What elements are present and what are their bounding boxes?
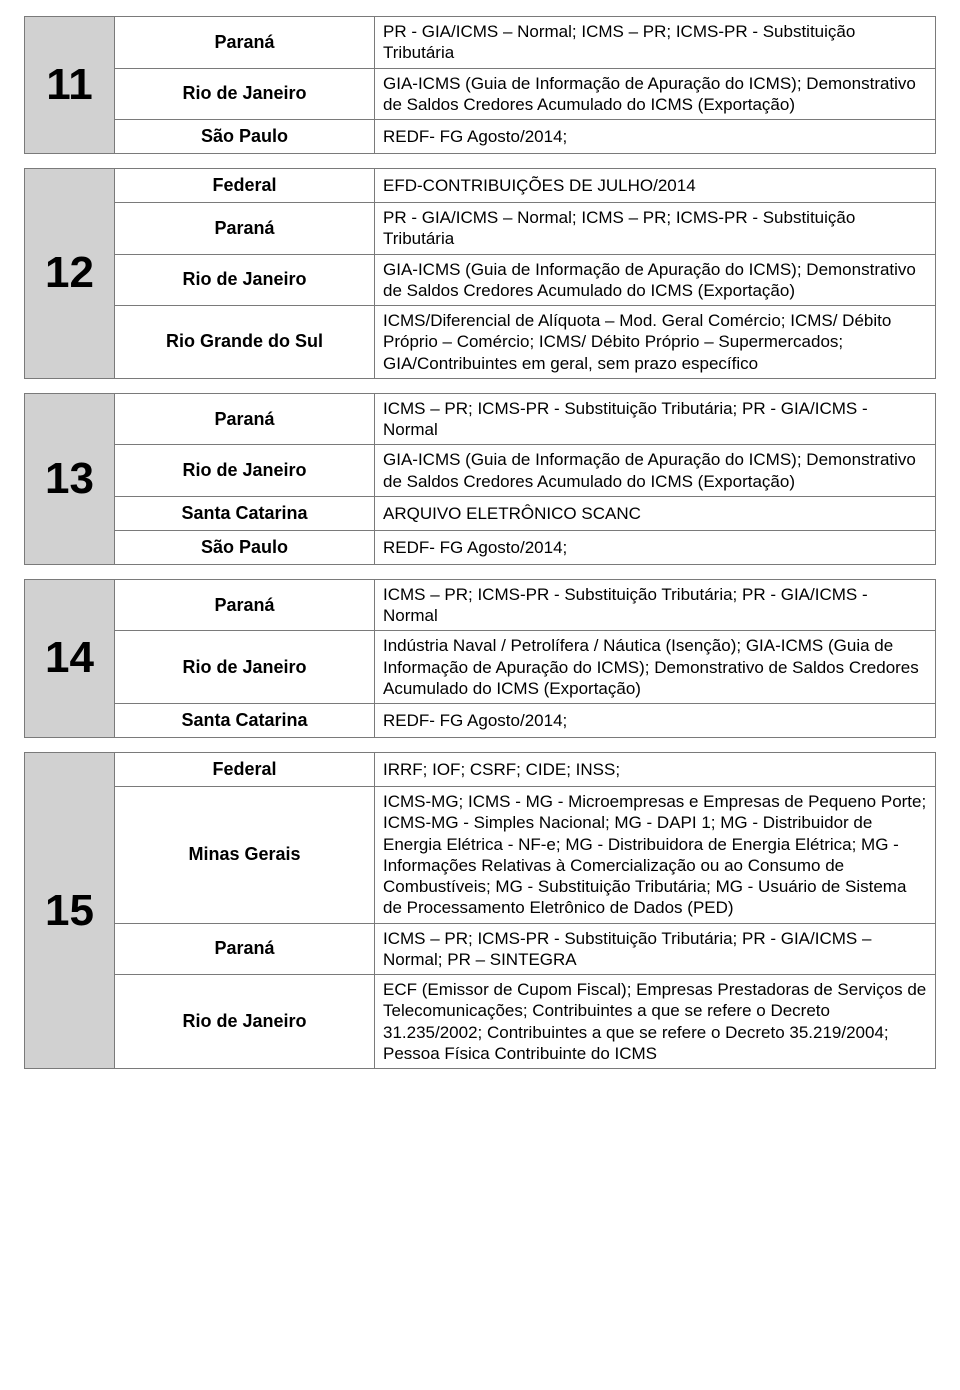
table-row: Rio de JaneiroGIA-ICMS (Guia de Informaç… [115, 69, 935, 121]
table-row: Rio de JaneiroECF (Emissor de Cupom Fisc… [115, 975, 935, 1068]
rows-container: FederalIRRF; IOF; CSRF; CIDE; INSS;Minas… [115, 753, 935, 1068]
region-cell: Paraná [115, 17, 375, 68]
calendar-block: 14ParanáICMS – PR; ICMS-PR - Substituiçã… [24, 579, 936, 738]
day-number: 12 [25, 169, 115, 378]
description-cell: REDF- FG Agosto/2014; [375, 704, 935, 737]
description-cell: PR - GIA/ICMS – Normal; ICMS – PR; ICMS-… [375, 17, 935, 68]
region-cell: Santa Catarina [115, 497, 375, 530]
day-number: 11 [25, 17, 115, 153]
table-row: Rio de JaneiroGIA-ICMS (Guia de Informaç… [115, 255, 935, 307]
region-cell: Minas Gerais [115, 787, 375, 923]
description-cell: REDF- FG Agosto/2014; [375, 120, 935, 153]
day-number: 13 [25, 394, 115, 564]
rows-container: ParanáICMS – PR; ICMS-PR - Substituição … [115, 580, 935, 737]
description-cell: PR - GIA/ICMS – Normal; ICMS – PR; ICMS-… [375, 203, 935, 254]
table-row: FederalIRRF; IOF; CSRF; CIDE; INSS; [115, 753, 935, 787]
region-cell: Paraná [115, 580, 375, 631]
day-number: 14 [25, 580, 115, 737]
rows-container: FederalEFD-CONTRIBUIÇÕES DE JULHO/2014Pa… [115, 169, 935, 378]
description-cell: GIA-ICMS (Guia de Informação de Apuração… [375, 255, 935, 306]
description-cell: IRRF; IOF; CSRF; CIDE; INSS; [375, 753, 935, 786]
region-cell: Paraná [115, 394, 375, 445]
table-row: Santa CatarinaREDF- FG Agosto/2014; [115, 704, 935, 737]
table-row: ParanáPR - GIA/ICMS – Normal; ICMS – PR;… [115, 17, 935, 69]
table-row: São PauloREDF- FG Agosto/2014; [115, 531, 935, 564]
region-cell: Rio de Janeiro [115, 255, 375, 306]
region-cell: Rio de Janeiro [115, 975, 375, 1068]
rows-container: ParanáPR - GIA/ICMS – Normal; ICMS – PR;… [115, 17, 935, 153]
region-cell: Paraná [115, 203, 375, 254]
table-row: Rio de JaneiroGIA-ICMS (Guia de Informaç… [115, 445, 935, 497]
table-row: FederalEFD-CONTRIBUIÇÕES DE JULHO/2014 [115, 169, 935, 203]
region-cell: Rio Grande do Sul [115, 306, 375, 378]
table-row: Minas GeraisICMS-MG; ICMS - MG - Microem… [115, 787, 935, 924]
region-cell: Rio de Janeiro [115, 69, 375, 120]
description-cell: EFD-CONTRIBUIÇÕES DE JULHO/2014 [375, 169, 935, 202]
region-cell: Federal [115, 169, 375, 202]
calendar-block: 15FederalIRRF; IOF; CSRF; CIDE; INSS;Min… [24, 752, 936, 1069]
description-cell: GIA-ICMS (Guia de Informação de Apuração… [375, 445, 935, 496]
description-cell: ICMS – PR; ICMS-PR - Substituição Tribut… [375, 580, 935, 631]
table-row: ParanáICMS – PR; ICMS-PR - Substituição … [115, 924, 935, 976]
calendar-block: 12FederalEFD-CONTRIBUIÇÕES DE JULHO/2014… [24, 168, 936, 379]
calendar-block: 11ParanáPR - GIA/ICMS – Normal; ICMS – P… [24, 16, 936, 154]
region-cell: Santa Catarina [115, 704, 375, 737]
table-row: ParanáPR - GIA/ICMS – Normal; ICMS – PR;… [115, 203, 935, 255]
region-cell: Rio de Janeiro [115, 445, 375, 496]
description-cell: ICMS – PR; ICMS-PR - Substituição Tribut… [375, 394, 935, 445]
description-cell: ECF (Emissor de Cupom Fiscal); Empresas … [375, 975, 935, 1068]
table-row: Rio de JaneiroIndústria Naval / Petrolíf… [115, 631, 935, 704]
description-cell: Indústria Naval / Petrolífera / Náutica … [375, 631, 935, 703]
region-cell: Rio de Janeiro [115, 631, 375, 703]
day-number: 15 [25, 753, 115, 1068]
table-row: ParanáICMS – PR; ICMS-PR - Substituição … [115, 394, 935, 446]
description-cell: GIA-ICMS (Guia de Informação de Apuração… [375, 69, 935, 120]
region-cell: Federal [115, 753, 375, 786]
rows-container: ParanáICMS – PR; ICMS-PR - Substituição … [115, 394, 935, 564]
description-cell: REDF- FG Agosto/2014; [375, 531, 935, 564]
table-row: ParanáICMS – PR; ICMS-PR - Substituição … [115, 580, 935, 632]
region-cell: São Paulo [115, 531, 375, 564]
calendar-block: 13ParanáICMS – PR; ICMS-PR - Substituiçã… [24, 393, 936, 565]
description-cell: ICMS-MG; ICMS - MG - Microempresas e Emp… [375, 787, 935, 923]
table-row: São PauloREDF- FG Agosto/2014; [115, 120, 935, 153]
description-cell: ICMS/Diferencial de Alíquota – Mod. Gera… [375, 306, 935, 378]
table-row: Santa CatarinaARQUIVO ELETRÔNICO SCANC [115, 497, 935, 531]
table-row: Rio Grande do SulICMS/Diferencial de Alí… [115, 306, 935, 378]
region-cell: São Paulo [115, 120, 375, 153]
description-cell: ICMS – PR; ICMS-PR - Substituição Tribut… [375, 924, 935, 975]
region-cell: Paraná [115, 924, 375, 975]
description-cell: ARQUIVO ELETRÔNICO SCANC [375, 497, 935, 530]
